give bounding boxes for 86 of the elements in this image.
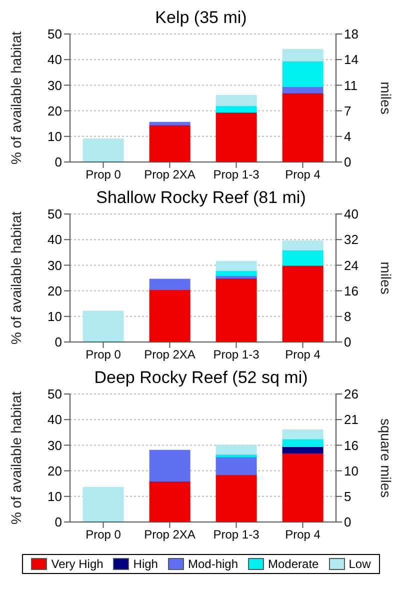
y-axis-title: % of available habitat — [8, 31, 24, 165]
x-tick-label: Prop 4 — [285, 348, 321, 362]
y2-tick-label: 16 — [344, 438, 358, 453]
x-tick-label: Prop 1-3 — [213, 528, 260, 542]
bar — [216, 456, 257, 476]
y2-tick-label: 10 — [344, 463, 358, 478]
y2-tick-label: 32 — [344, 232, 358, 248]
bar — [216, 278, 257, 342]
legend-label: High — [132, 557, 158, 571]
x-tick-label: Prop 0 — [86, 528, 122, 542]
y2-axis-title: square miles — [378, 418, 394, 498]
x-tick-label: Prop 4 — [285, 168, 321, 182]
x-tick-label: Prop 2XA — [144, 528, 196, 542]
bar — [149, 124, 190, 162]
y-tick-label: 30 — [48, 438, 62, 453]
y2-tick-label: 21 — [344, 412, 358, 428]
bar — [149, 480, 190, 522]
x-tick-label: Prop 0 — [86, 168, 122, 182]
bar — [282, 92, 324, 162]
bar — [149, 122, 190, 126]
y-axis-title: % of available habitat — [8, 211, 24, 345]
bar — [216, 474, 257, 522]
x-tick-label: Prop 0 — [86, 348, 122, 362]
y-tick-label: 10 — [48, 309, 62, 324]
y2-tick-label: 5 — [344, 489, 352, 504]
y2-tick-label: 0 — [344, 514, 352, 530]
y2-tick-label: 4 — [344, 129, 352, 144]
y2-tick-label: 26 — [344, 386, 358, 402]
bar — [216, 260, 257, 271]
y2-tick-label: 0 — [344, 334, 352, 350]
legend-label: Moderate — [267, 557, 319, 571]
y2-tick-label: 40 — [344, 206, 358, 222]
bar — [216, 94, 257, 106]
legend-label: Very High — [50, 557, 104, 571]
y-tick-label: 0 — [54, 514, 62, 530]
x-tick-label: Prop 2XA — [144, 348, 196, 362]
x-tick-label: Prop 1-3 — [213, 348, 260, 362]
y-tick-label: 0 — [54, 154, 62, 170]
y2-tick-label: 18 — [344, 26, 358, 42]
y2-axis-title: miles — [378, 262, 394, 294]
legend-label: Mod-high — [186, 557, 238, 571]
y-tick-label: 0 — [54, 334, 62, 350]
x-tick-label: Prop 1-3 — [213, 168, 260, 182]
y-tick-label: 20 — [48, 103, 62, 118]
y-tick-label: 50 — [48, 206, 62, 222]
bar — [82, 310, 124, 342]
y-tick-label: 50 — [48, 26, 62, 42]
bar — [282, 48, 324, 62]
y-tick-label: 40 — [48, 412, 62, 428]
bar — [82, 486, 124, 522]
chart-title: Kelp (35 mi) — [154, 8, 248, 28]
chart-title: Shallow Rocky Reef (81 mi) — [95, 188, 307, 208]
bar — [149, 450, 190, 482]
y-tick-label: 30 — [48, 258, 62, 273]
bar — [149, 278, 190, 290]
bar — [282, 429, 324, 440]
bar — [282, 249, 324, 266]
y-axis-title: % of available habitat — [8, 391, 24, 525]
x-tick-label: Prop 2XA — [144, 168, 196, 182]
y-tick-label: 40 — [48, 52, 62, 68]
y-tick-label: 40 — [48, 232, 62, 248]
bar — [282, 60, 324, 87]
bar — [82, 138, 124, 162]
y2-axis-title: miles — [378, 82, 394, 114]
x-tick-label: Prop 4 — [285, 528, 321, 542]
bar — [282, 240, 324, 250]
y-tick-label: 50 — [48, 386, 62, 402]
y2-tick-label: 14 — [344, 52, 358, 68]
y2-tick-label: 11 — [344, 78, 358, 93]
bar — [282, 264, 324, 342]
bar — [149, 289, 190, 342]
y-tick-label: 20 — [48, 463, 62, 478]
y-tick-label: 30 — [48, 78, 62, 93]
chart-title: Deep Rocky Reef (52 sq mi) — [93, 368, 309, 388]
y2-tick-label: 0 — [344, 154, 352, 170]
y-tick-label: 10 — [48, 489, 62, 504]
y2-tick-label: 7 — [344, 103, 352, 118]
legend-label: Low — [348, 557, 371, 571]
bar — [216, 112, 257, 162]
y2-tick-label: 24 — [344, 258, 358, 273]
y-tick-label: 20 — [48, 283, 62, 298]
y-tick-label: 10 — [48, 129, 62, 144]
y2-tick-label: 16 — [344, 283, 358, 298]
bar — [282, 452, 324, 522]
y2-tick-label: 8 — [344, 309, 352, 324]
bar — [216, 444, 257, 455]
